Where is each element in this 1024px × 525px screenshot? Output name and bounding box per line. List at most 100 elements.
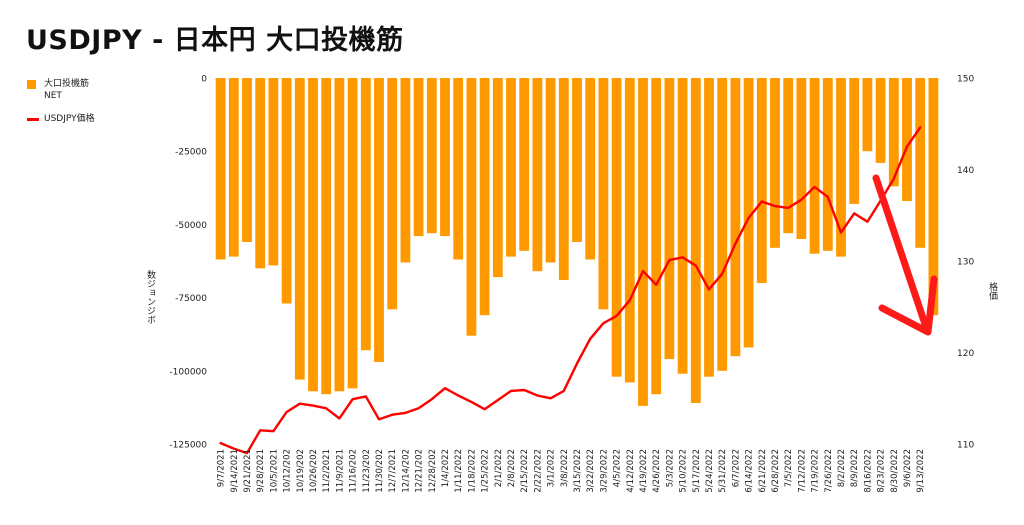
x-tick-label: 4/26/2022	[652, 449, 662, 493]
x-tick-label: 4/5/2022	[613, 449, 623, 487]
right-axis-label: 格価	[987, 282, 997, 300]
x-tick-label: 8/23/2022	[877, 449, 887, 493]
bar	[611, 78, 622, 377]
bar	[334, 78, 345, 392]
x-tick-label: 12/7/2021	[388, 449, 398, 493]
x-tick-label: 3/8/2022	[560, 449, 570, 487]
bar	[308, 78, 318, 392]
bar	[598, 78, 609, 310]
bar	[664, 78, 675, 360]
x-tick-label: 9/14/2021	[230, 449, 240, 493]
right-tick-label: 130	[957, 258, 974, 268]
x-tick-label: 5/3/2022	[665, 449, 675, 487]
x-tick-label: 8/2/2022	[837, 449, 847, 487]
bar	[704, 78, 714, 377]
right-tick-label: 110	[957, 441, 974, 451]
bar	[888, 78, 899, 187]
x-tick-label: 11/23/202	[362, 449, 372, 493]
x-tick-label: 9/7/2021	[217, 449, 227, 487]
x-tick-label: 3/1/2022	[547, 449, 557, 487]
bar	[294, 78, 305, 380]
bar	[400, 78, 411, 263]
bar	[717, 78, 728, 371]
bar	[321, 78, 332, 395]
x-tick-label: 2/22/2022	[533, 449, 543, 493]
x-tick-label: 1/4/2022	[441, 449, 451, 487]
bar	[638, 78, 648, 406]
bar	[770, 78, 780, 248]
x-tick-label: 2/15/2022	[520, 449, 530, 493]
bar	[730, 78, 741, 357]
left-axis-label: 数ジョンジボ	[145, 270, 155, 324]
x-tick-label: 5/24/2022	[705, 449, 715, 493]
right-tick-label: 140	[957, 166, 974, 176]
bar	[228, 78, 239, 257]
x-tick-label: 10/19/202	[296, 449, 306, 493]
x-tick-label: 10/12/202	[283, 449, 293, 493]
bar	[479, 78, 490, 316]
bar	[255, 78, 266, 269]
left-tick-label: -125000	[169, 441, 207, 451]
right-axis-ticks: 150 140 130 120 110	[957, 75, 974, 451]
legend-item-price: USDJPY価格	[27, 113, 104, 125]
arrow-shaft	[872, 174, 931, 334]
x-tick-label: 12/28/202	[428, 449, 438, 493]
bar	[796, 78, 807, 239]
x-tick-label: 8/16/2022	[863, 449, 873, 493]
x-tick-label: 8/9/2022	[850, 449, 860, 487]
bar	[690, 78, 701, 403]
x-tick-label: 6/28/2022	[771, 449, 781, 493]
x-tick-label: 5/10/2022	[679, 449, 689, 493]
x-tick-label: 4/19/2022	[639, 449, 649, 493]
line-series	[219, 126, 922, 455]
x-tick-label: 11/16/202	[349, 449, 359, 493]
bar	[677, 78, 688, 374]
bar	[466, 78, 477, 336]
x-tick-label: 1/11/2022	[454, 449, 464, 493]
bar	[836, 78, 846, 257]
bar	[875, 78, 886, 163]
bar	[387, 78, 398, 310]
left-tick-label: 0	[201, 75, 207, 85]
bar	[585, 78, 596, 260]
arrow-head	[878, 275, 938, 336]
x-tick-label: 10/5/2021	[269, 449, 279, 493]
legend-label-net: 大口投機筋 NET	[44, 79, 90, 101]
chart-title: USDJPY - 日本円 大口投機筋	[26, 25, 404, 56]
bar	[532, 78, 543, 272]
x-tick-label: 7/19/2022	[811, 449, 821, 493]
bar	[558, 78, 569, 280]
bar	[374, 78, 384, 362]
x-tick-label: 7/26/2022	[824, 449, 834, 493]
bar	[413, 78, 424, 237]
bar	[651, 78, 662, 395]
x-tick-label: 11/2/2021	[322, 449, 332, 493]
left-tick-label: -75000	[175, 294, 207, 304]
bar	[268, 78, 279, 266]
x-tick-label: 12/14/202	[401, 449, 411, 493]
x-tick-label: 11/30/202	[375, 449, 385, 493]
bar	[915, 78, 926, 248]
x-tick-label: 7/12/2022	[797, 449, 807, 493]
bar	[215, 78, 226, 260]
bar	[902, 78, 912, 201]
right-tick-label: 150	[957, 75, 974, 85]
x-tick-label: 2/1/2022	[494, 449, 504, 487]
bar	[809, 78, 820, 254]
right-tick-label: 120	[957, 349, 974, 359]
bar	[545, 78, 556, 263]
bar	[783, 78, 794, 234]
x-tick-label: 3/29/2022	[599, 449, 609, 493]
x-tick-label: 6/21/2022	[758, 449, 768, 493]
left-tick-label: -50000	[175, 221, 207, 231]
x-axis-ticks: 9/7/2021 9/14/2021 9/21/2021 9/28/2021 10/5/…	[217, 449, 927, 493]
x-tick-label: 1/25/2022	[481, 449, 491, 493]
x-tick-label: 9/28/2021	[256, 449, 266, 493]
price-line	[219, 126, 922, 455]
left-axis-ticks: 0 -25000 -50000 -75000 -100000 -125000	[169, 75, 207, 451]
down-arrow-annotation	[872, 174, 938, 336]
bar	[440, 78, 450, 237]
x-tick-label: 8/30/2022	[890, 449, 900, 493]
legend-label-price: USDJPY価格	[44, 114, 95, 124]
